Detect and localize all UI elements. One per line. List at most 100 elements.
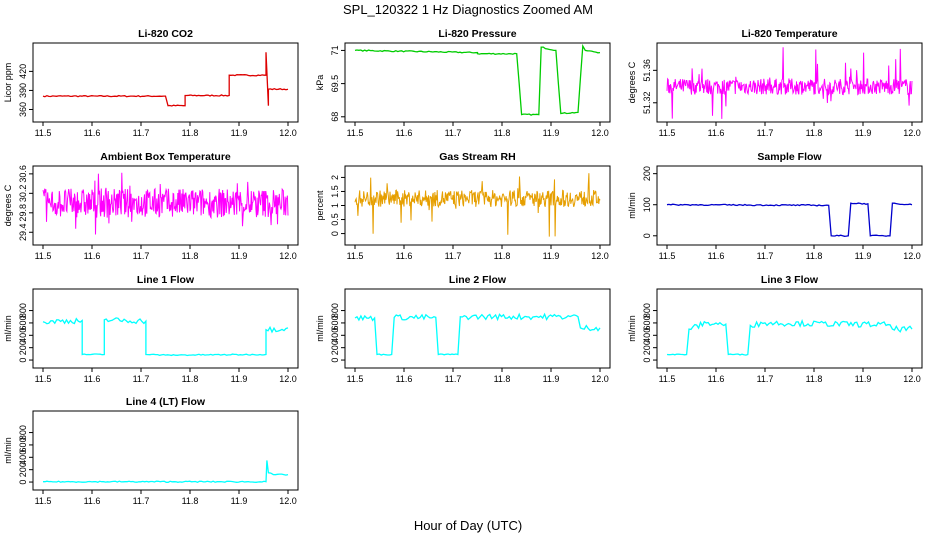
- panel-line1: Line 1 Flow 11.5 11.6 11.7 11.8 11.9 12.0 0 2004…: [3, 274, 299, 384]
- y-tick-label: 800: [18, 425, 28, 440]
- y-axis-label: degrees C: [627, 61, 637, 103]
- y-tick-label: 800: [330, 303, 340, 318]
- y-tick-label: 69.5: [330, 75, 340, 93]
- x-tick-label: 12.0: [279, 496, 297, 506]
- x-tick-label: 11.5: [35, 128, 52, 138]
- x-tick-label: 11.8: [182, 496, 199, 506]
- y-tick-label: 600: [18, 437, 28, 452]
- series-line: [43, 460, 289, 484]
- series-line: [354, 43, 601, 116]
- panel-title: Line 3 Flow: [761, 274, 819, 286]
- y-tick-label: 400: [330, 328, 340, 343]
- x-tick-label: 11.8: [494, 374, 511, 384]
- panel-li820temp: Li-820 Temperature 11.5 11.6 11.7 11.8 11.9 12…: [627, 28, 923, 138]
- x-tick-label: 12.0: [591, 128, 609, 138]
- y-tick-label: 0: [642, 233, 652, 238]
- x-tick-label: 11.8: [494, 251, 511, 261]
- y-tick-label: 0: [330, 358, 340, 363]
- page-title: SPL_120322 1 Hz Diagnostics Zoomed AM: [342, 2, 594, 17]
- plot-frame: [344, 288, 611, 369]
- plot-frame: [32, 288, 299, 369]
- y-tick-label: 30.6: [18, 165, 28, 183]
- x-tick-label: 11.8: [806, 374, 823, 384]
- x-tick-label: 11.9: [231, 496, 248, 506]
- series-line: [666, 47, 913, 119]
- plot-frame: [32, 42, 299, 123]
- y-tick-label: 400: [18, 450, 28, 465]
- x-tick-label: 11.5: [347, 374, 364, 384]
- plot-frame: [32, 165, 299, 246]
- x-tick-label: 11.6: [708, 128, 725, 138]
- y-axis-label: ml/min: [627, 192, 637, 219]
- x-tick-label: 11.5: [35, 251, 52, 261]
- y-tick-label: 51.32: [642, 92, 652, 115]
- x-tick-label: 11.9: [231, 374, 248, 384]
- x-tick-label: 11.5: [659, 251, 676, 261]
- y-tick-label: 2: [330, 175, 340, 180]
- x-tick-label: 11.5: [35, 496, 52, 506]
- x-tick-label: 11.9: [543, 128, 560, 138]
- plot-frame: [656, 288, 923, 369]
- y-axis-label: percent: [315, 190, 325, 221]
- plot-frame: [656, 165, 923, 246]
- y-tick-label: 600: [330, 315, 340, 330]
- x-tick-label: 11.8: [182, 374, 199, 384]
- x-tick-label: 11.9: [543, 251, 560, 261]
- x-tick-label: 11.7: [445, 374, 462, 384]
- y-tick-label: 800: [18, 303, 28, 318]
- x-tick-label: 11.5: [347, 128, 364, 138]
- x-tick-label: 11.6: [396, 251, 413, 261]
- y-tick-label: 200: [642, 340, 652, 355]
- y-tick-label: 51.36: [642, 59, 652, 82]
- x-tick-label: 11.5: [35, 374, 52, 384]
- y-tick-label: 0: [18, 358, 28, 363]
- x-tick-label: 11.9: [855, 374, 872, 384]
- x-tick-label: 11.6: [84, 251, 101, 261]
- y-tick-label: 1.5: [330, 185, 340, 198]
- x-tick-label: 11.8: [806, 251, 823, 261]
- x-tick-label: 11.7: [133, 374, 150, 384]
- panel-title: Line 4 (LT) Flow: [126, 396, 206, 408]
- y-axis-label: ml/min: [315, 315, 325, 342]
- panel-title: Ambient Box Temperature: [100, 151, 231, 163]
- x-tick-label: 12.0: [591, 374, 609, 384]
- y-tick-label: 600: [642, 315, 652, 330]
- x-tick-label: 11.7: [757, 251, 774, 261]
- x-tick-label: 11.7: [757, 374, 774, 384]
- y-tick-label: 30.2: [18, 185, 28, 203]
- y-tick-label: 0: [642, 358, 652, 363]
- y-axis-label: ml/min: [3, 437, 13, 464]
- x-tick-label: 11.9: [543, 374, 560, 384]
- x-tick-label: 11.6: [396, 128, 413, 138]
- y-axis-label: degrees C: [3, 184, 13, 226]
- panel-sample: Sample Flow 11.5 11.6 11.7 11.8 11.9 12.0 0 100 2…: [627, 151, 923, 261]
- y-tick-label: 360: [18, 102, 28, 117]
- y-tick-label: 200: [642, 166, 652, 181]
- y-tick-label: 29.4: [18, 224, 28, 242]
- x-tick-label: 11.9: [855, 251, 872, 261]
- panel-line2: Line 2 Flow 11.5 11.6 11.7 11.8 11.9 12.0 0 2004…: [315, 274, 611, 384]
- x-axis-label: Hour of Day (UTC): [413, 518, 523, 533]
- series-line: [42, 172, 289, 235]
- y-tick-label: 800: [642, 303, 652, 318]
- x-tick-label: 11.7: [133, 251, 150, 261]
- y-tick-label: 0: [330, 231, 340, 236]
- y-axis-label: Licor ppm: [3, 63, 13, 103]
- panel-title: Li-820 CO2: [138, 28, 193, 40]
- panel-title: Sample Flow: [757, 151, 822, 163]
- x-tick-label: 12.0: [903, 374, 921, 384]
- panel-title: Li-820 Pressure: [438, 28, 516, 40]
- y-tick-label: 420: [18, 64, 28, 79]
- panel-line4: Line 4 (LT) Flow 11.5 11.6 11.7 11.8 11.9 12.0…: [3, 396, 299, 506]
- x-tick-label: 11.8: [806, 128, 823, 138]
- x-tick-label: 11.7: [133, 128, 150, 138]
- x-tick-label: 11.7: [445, 128, 462, 138]
- x-tick-label: 11.8: [494, 128, 511, 138]
- x-tick-label: 11.7: [445, 251, 462, 261]
- x-tick-label: 11.9: [231, 251, 248, 261]
- y-tick-label: 100: [642, 197, 652, 212]
- plot-frame: [32, 410, 299, 491]
- series-line: [666, 202, 913, 237]
- y-axis-label: kPa: [315, 75, 325, 91]
